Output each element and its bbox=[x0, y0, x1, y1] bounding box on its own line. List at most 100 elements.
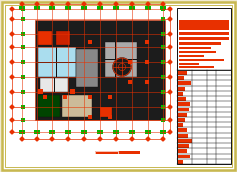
Bar bbox=[179, 37, 229, 40]
Bar bbox=[178, 123, 183, 127]
Bar bbox=[34, 6, 40, 10]
Bar bbox=[178, 102, 190, 106]
Bar bbox=[113, 6, 119, 10]
Bar bbox=[21, 90, 25, 94]
Polygon shape bbox=[50, 2, 54, 6]
Polygon shape bbox=[161, 137, 165, 141]
Polygon shape bbox=[10, 105, 14, 109]
Bar bbox=[38, 89, 43, 94]
Bar bbox=[178, 144, 189, 148]
Bar bbox=[129, 130, 135, 134]
Bar bbox=[179, 59, 224, 61]
Bar bbox=[115, 42, 116, 77]
Bar bbox=[49, 6, 55, 10]
Polygon shape bbox=[98, 137, 102, 141]
Bar bbox=[34, 130, 40, 134]
Bar bbox=[38, 62, 76, 63]
Bar bbox=[21, 32, 25, 36]
Bar bbox=[21, 17, 25, 21]
Bar bbox=[161, 105, 165, 109]
Polygon shape bbox=[168, 7, 172, 11]
Bar bbox=[128, 60, 132, 64]
Bar bbox=[161, 130, 165, 134]
Bar bbox=[76, 49, 98, 87]
Bar bbox=[81, 130, 87, 134]
Polygon shape bbox=[20, 2, 24, 6]
Polygon shape bbox=[66, 2, 70, 6]
Bar bbox=[145, 80, 149, 84]
Bar bbox=[21, 105, 25, 109]
Bar bbox=[38, 47, 76, 77]
Bar bbox=[21, 45, 25, 49]
Bar bbox=[54, 78, 55, 92]
Circle shape bbox=[113, 58, 131, 76]
Bar bbox=[161, 17, 165, 21]
Bar bbox=[65, 130, 71, 134]
Bar bbox=[108, 95, 112, 99]
Polygon shape bbox=[98, 2, 102, 6]
Bar bbox=[97, 130, 103, 134]
Bar bbox=[161, 32, 165, 36]
Bar bbox=[161, 75, 165, 79]
Bar bbox=[178, 87, 185, 91]
Bar bbox=[62, 95, 92, 117]
Polygon shape bbox=[10, 32, 14, 36]
Bar bbox=[21, 118, 25, 122]
Bar bbox=[177, 8, 231, 164]
Bar bbox=[108, 115, 112, 119]
Bar bbox=[179, 51, 217, 53]
Bar bbox=[179, 63, 199, 64]
Polygon shape bbox=[161, 2, 165, 6]
Polygon shape bbox=[168, 90, 172, 94]
Polygon shape bbox=[146, 137, 150, 141]
Polygon shape bbox=[10, 60, 14, 64]
Bar bbox=[21, 60, 25, 64]
Bar bbox=[161, 118, 165, 122]
Bar bbox=[179, 42, 222, 45]
Polygon shape bbox=[168, 118, 172, 122]
Polygon shape bbox=[10, 90, 14, 94]
Bar bbox=[179, 20, 229, 30]
Bar bbox=[178, 134, 187, 138]
Bar bbox=[145, 6, 151, 10]
Bar bbox=[88, 95, 92, 99]
Bar bbox=[56, 31, 70, 45]
Polygon shape bbox=[168, 60, 172, 64]
Bar bbox=[21, 75, 25, 79]
Bar bbox=[129, 6, 135, 10]
Polygon shape bbox=[168, 105, 172, 109]
Bar bbox=[95, 151, 140, 154]
Polygon shape bbox=[35, 2, 39, 6]
Bar bbox=[178, 149, 187, 153]
Polygon shape bbox=[130, 2, 134, 6]
Bar bbox=[160, 130, 166, 134]
Polygon shape bbox=[114, 2, 118, 6]
Bar bbox=[65, 6, 71, 10]
Polygon shape bbox=[168, 17, 172, 21]
Bar bbox=[178, 92, 183, 96]
Bar bbox=[178, 160, 183, 164]
Bar bbox=[43, 95, 47, 99]
Polygon shape bbox=[82, 2, 86, 6]
Bar bbox=[145, 40, 149, 44]
Bar bbox=[178, 97, 186, 101]
Bar bbox=[40, 78, 68, 92]
Bar bbox=[178, 128, 187, 132]
Bar bbox=[178, 76, 184, 80]
Bar bbox=[145, 60, 149, 64]
Bar bbox=[21, 7, 25, 11]
Bar bbox=[145, 130, 151, 134]
Bar bbox=[113, 130, 119, 134]
Polygon shape bbox=[114, 137, 118, 141]
Bar bbox=[178, 108, 189, 111]
Bar bbox=[178, 155, 190, 158]
Bar bbox=[161, 45, 165, 49]
Bar bbox=[179, 47, 211, 49]
Bar bbox=[35, 20, 165, 120]
Bar bbox=[178, 139, 192, 143]
Bar bbox=[178, 113, 187, 117]
Bar bbox=[81, 6, 87, 10]
Bar bbox=[178, 82, 191, 85]
Bar bbox=[97, 6, 103, 10]
Bar bbox=[179, 66, 214, 67]
